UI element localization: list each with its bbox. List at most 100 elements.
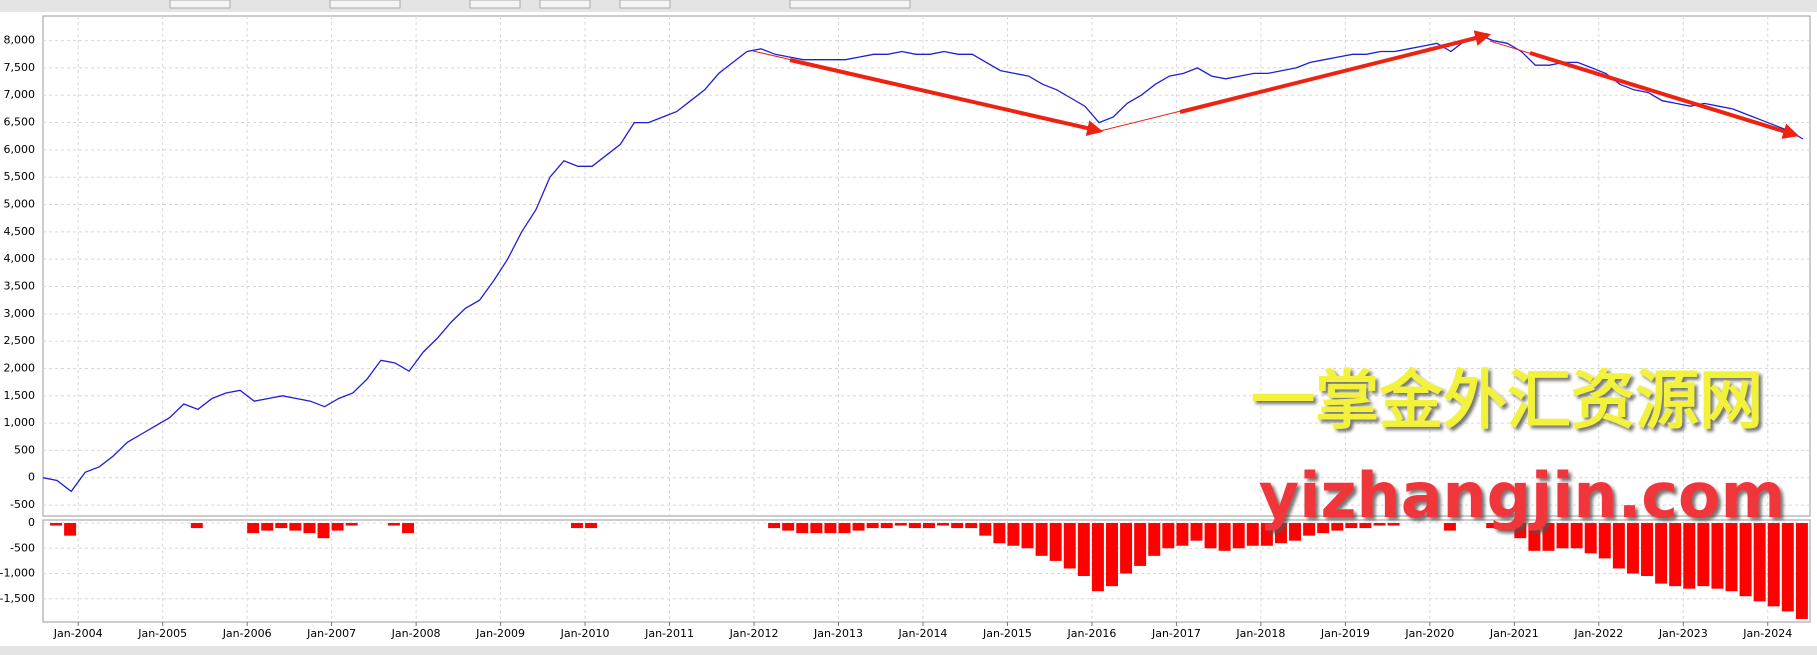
- drawdown-bar: [1781, 523, 1794, 612]
- toolbar-button[interactable]: [539, 0, 591, 9]
- drawdown-bar: [838, 523, 851, 534]
- x-tick-label: Jan-2013: [813, 627, 863, 640]
- drawdown-bar: [1443, 523, 1456, 531]
- drawdown-bar: [1246, 523, 1259, 546]
- drawdown-bar: [1148, 523, 1161, 556]
- drawdown-bar: [894, 523, 907, 526]
- drawdown-bar: [1767, 523, 1780, 607]
- drawdown-bar: [1289, 523, 1302, 541]
- drawdown-bar: [1739, 523, 1752, 597]
- x-tick-label: Jan-2004: [53, 627, 103, 640]
- drawdown-bar: [1542, 523, 1555, 551]
- drawdown-bar: [937, 523, 950, 526]
- drawdown-bar: [1641, 523, 1654, 577]
- drawdown-bar: [1584, 523, 1597, 554]
- y-tick-label: 5,500: [4, 170, 36, 183]
- x-tick-label: Jan-2021: [1489, 627, 1539, 640]
- drawdown-bar: [64, 523, 77, 536]
- x-tick-label: Jan-2022: [1573, 627, 1623, 640]
- drawdown-bar: [1049, 523, 1062, 561]
- equity-plot-frame: [42, 15, 1811, 517]
- x-tick-label: Jan-2006: [222, 627, 272, 640]
- drawdown-bar: [1345, 523, 1358, 529]
- drawdown-bar: [951, 523, 964, 529]
- drawdown-bar: [585, 523, 598, 529]
- drawdown-bar: [1035, 523, 1048, 556]
- drawdown-bar: [1303, 523, 1316, 536]
- drawdown-bar: [1134, 523, 1147, 566]
- drawdown-bar: [570, 523, 583, 529]
- y-tick-label: 3,000: [4, 307, 36, 320]
- y-tick-label: 4,000: [4, 252, 36, 265]
- trend-arrow: [789, 58, 1104, 136]
- y-tick-label: 2,000: [4, 361, 36, 374]
- drawdown-bar: [1725, 523, 1738, 592]
- drawdown-bar: [1486, 523, 1499, 529]
- trend-arrow: [1529, 51, 1800, 139]
- y-tick-label: 2,500: [4, 334, 36, 347]
- drawdown-bar: [1120, 523, 1133, 574]
- x-tick-label: Jan-2008: [391, 627, 441, 640]
- status-bar: [0, 646, 1817, 655]
- drawdown-bar: [1500, 523, 1513, 531]
- x-tick-label: Jan-2018: [1235, 627, 1285, 640]
- drawdown-bar: [852, 523, 865, 531]
- drawdown-bar: [1176, 523, 1189, 546]
- y-tick-label: 5,000: [4, 198, 36, 211]
- drawdown-bar: [1232, 523, 1245, 549]
- drawdown-bar: [331, 523, 344, 531]
- drawdown-bar: [1218, 523, 1231, 551]
- drawdown-bar: [1063, 523, 1076, 569]
- toolbar-button[interactable]: [169, 0, 231, 9]
- x-tick-label: Jan-2014: [898, 627, 948, 640]
- toolbar-button[interactable]: [329, 0, 401, 9]
- drawdown-bar: [1570, 523, 1583, 549]
- drawdown-bar: [50, 523, 63, 526]
- drawdown-bar: [1359, 523, 1372, 529]
- toolbar-button[interactable]: [469, 0, 521, 9]
- drawdown-bar: [908, 523, 921, 529]
- drawdown-bar: [1753, 523, 1766, 602]
- drawdown-bar: [387, 523, 400, 526]
- drawdown-bar: [796, 523, 809, 534]
- toolbar-button[interactable]: [789, 0, 911, 9]
- drawdown-bar: [1007, 523, 1020, 546]
- drawdown-bar: [1021, 523, 1034, 549]
- drawdown-bar: [768, 523, 781, 529]
- marks: [42, 34, 1808, 619]
- x-tick-label: Jan-2015: [982, 627, 1032, 640]
- y-tick-label: 7,000: [4, 88, 36, 101]
- x-tick-label: Jan-2020: [1404, 627, 1454, 640]
- watermark-cn: 一掌金外汇资源网: [1251, 365, 1763, 439]
- x-tick-label: Jan-2019: [1320, 627, 1370, 640]
- drawdown-bar: [1106, 523, 1118, 587]
- y-tick-label: 6,500: [4, 116, 36, 129]
- drawdown-bar: [1260, 523, 1273, 546]
- x-tick-label: Jan-2012: [729, 627, 779, 640]
- drawdown-bar: [1795, 523, 1808, 619]
- drawdown-bar: [1598, 523, 1611, 559]
- y-tick-label: 6,000: [4, 143, 36, 156]
- trend-arrows: [752, 30, 1800, 139]
- drawdown-bar: [866, 523, 879, 529]
- x-tick-label: Jan-2016: [1066, 627, 1116, 640]
- drawdown-bar: [810, 523, 823, 534]
- drawdown-bar: [880, 523, 893, 529]
- drawdown-bar: [317, 523, 330, 539]
- drawdown-bar: [1190, 523, 1203, 541]
- x-tick-label: Jan-2010: [560, 627, 610, 640]
- y-tick-label: -500: [10, 541, 35, 554]
- drawdown-bar: [993, 523, 1006, 544]
- y-tick-label: 1,000: [4, 416, 36, 429]
- drawdown-bar: [1626, 523, 1639, 574]
- drawdown-bar: [1711, 523, 1724, 589]
- drawdown-bar: [965, 523, 978, 529]
- toolbar-button[interactable]: [619, 0, 671, 9]
- drawdown-bar: [1612, 523, 1625, 569]
- x-tick-label: Jan-2011: [644, 627, 694, 640]
- x-tick-label: Jan-2007: [306, 627, 356, 640]
- drawdown-bar: [247, 523, 260, 534]
- x-tick-label: Jan-2024: [1742, 627, 1792, 640]
